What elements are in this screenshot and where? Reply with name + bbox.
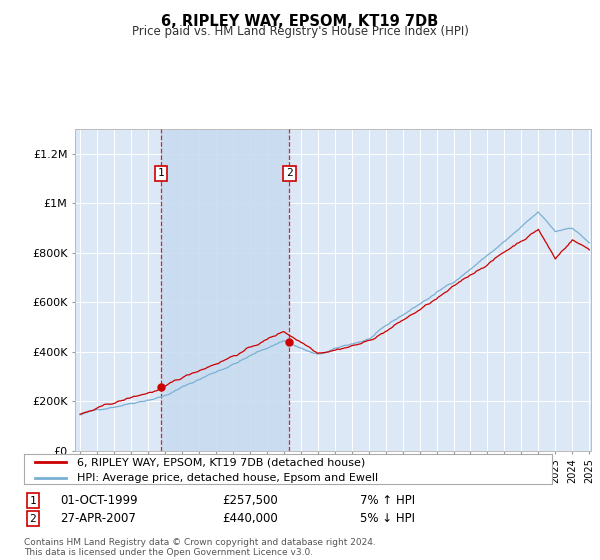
Text: 6, RIPLEY WAY, EPSOM, KT19 7DB (detached house): 6, RIPLEY WAY, EPSOM, KT19 7DB (detached…	[77, 457, 365, 467]
Text: 7% ↑ HPI: 7% ↑ HPI	[360, 494, 415, 507]
Text: Price paid vs. HM Land Registry's House Price Index (HPI): Price paid vs. HM Land Registry's House …	[131, 25, 469, 38]
Text: 1: 1	[157, 169, 164, 179]
Text: 6, RIPLEY WAY, EPSOM, KT19 7DB: 6, RIPLEY WAY, EPSOM, KT19 7DB	[161, 14, 439, 29]
Text: Contains HM Land Registry data © Crown copyright and database right 2024.
This d: Contains HM Land Registry data © Crown c…	[24, 538, 376, 557]
Text: 27-APR-2007: 27-APR-2007	[60, 512, 136, 525]
Text: HPI: Average price, detached house, Epsom and Ewell: HPI: Average price, detached house, Epso…	[77, 473, 378, 483]
Bar	[161, 129, 289, 451]
Text: 2: 2	[29, 514, 37, 524]
Text: £440,000: £440,000	[222, 512, 278, 525]
Text: 01-OCT-1999: 01-OCT-1999	[60, 494, 137, 507]
Text: £257,500: £257,500	[222, 494, 278, 507]
Text: 1: 1	[29, 496, 37, 506]
Text: 5% ↓ HPI: 5% ↓ HPI	[360, 512, 415, 525]
Text: 2: 2	[286, 169, 293, 179]
